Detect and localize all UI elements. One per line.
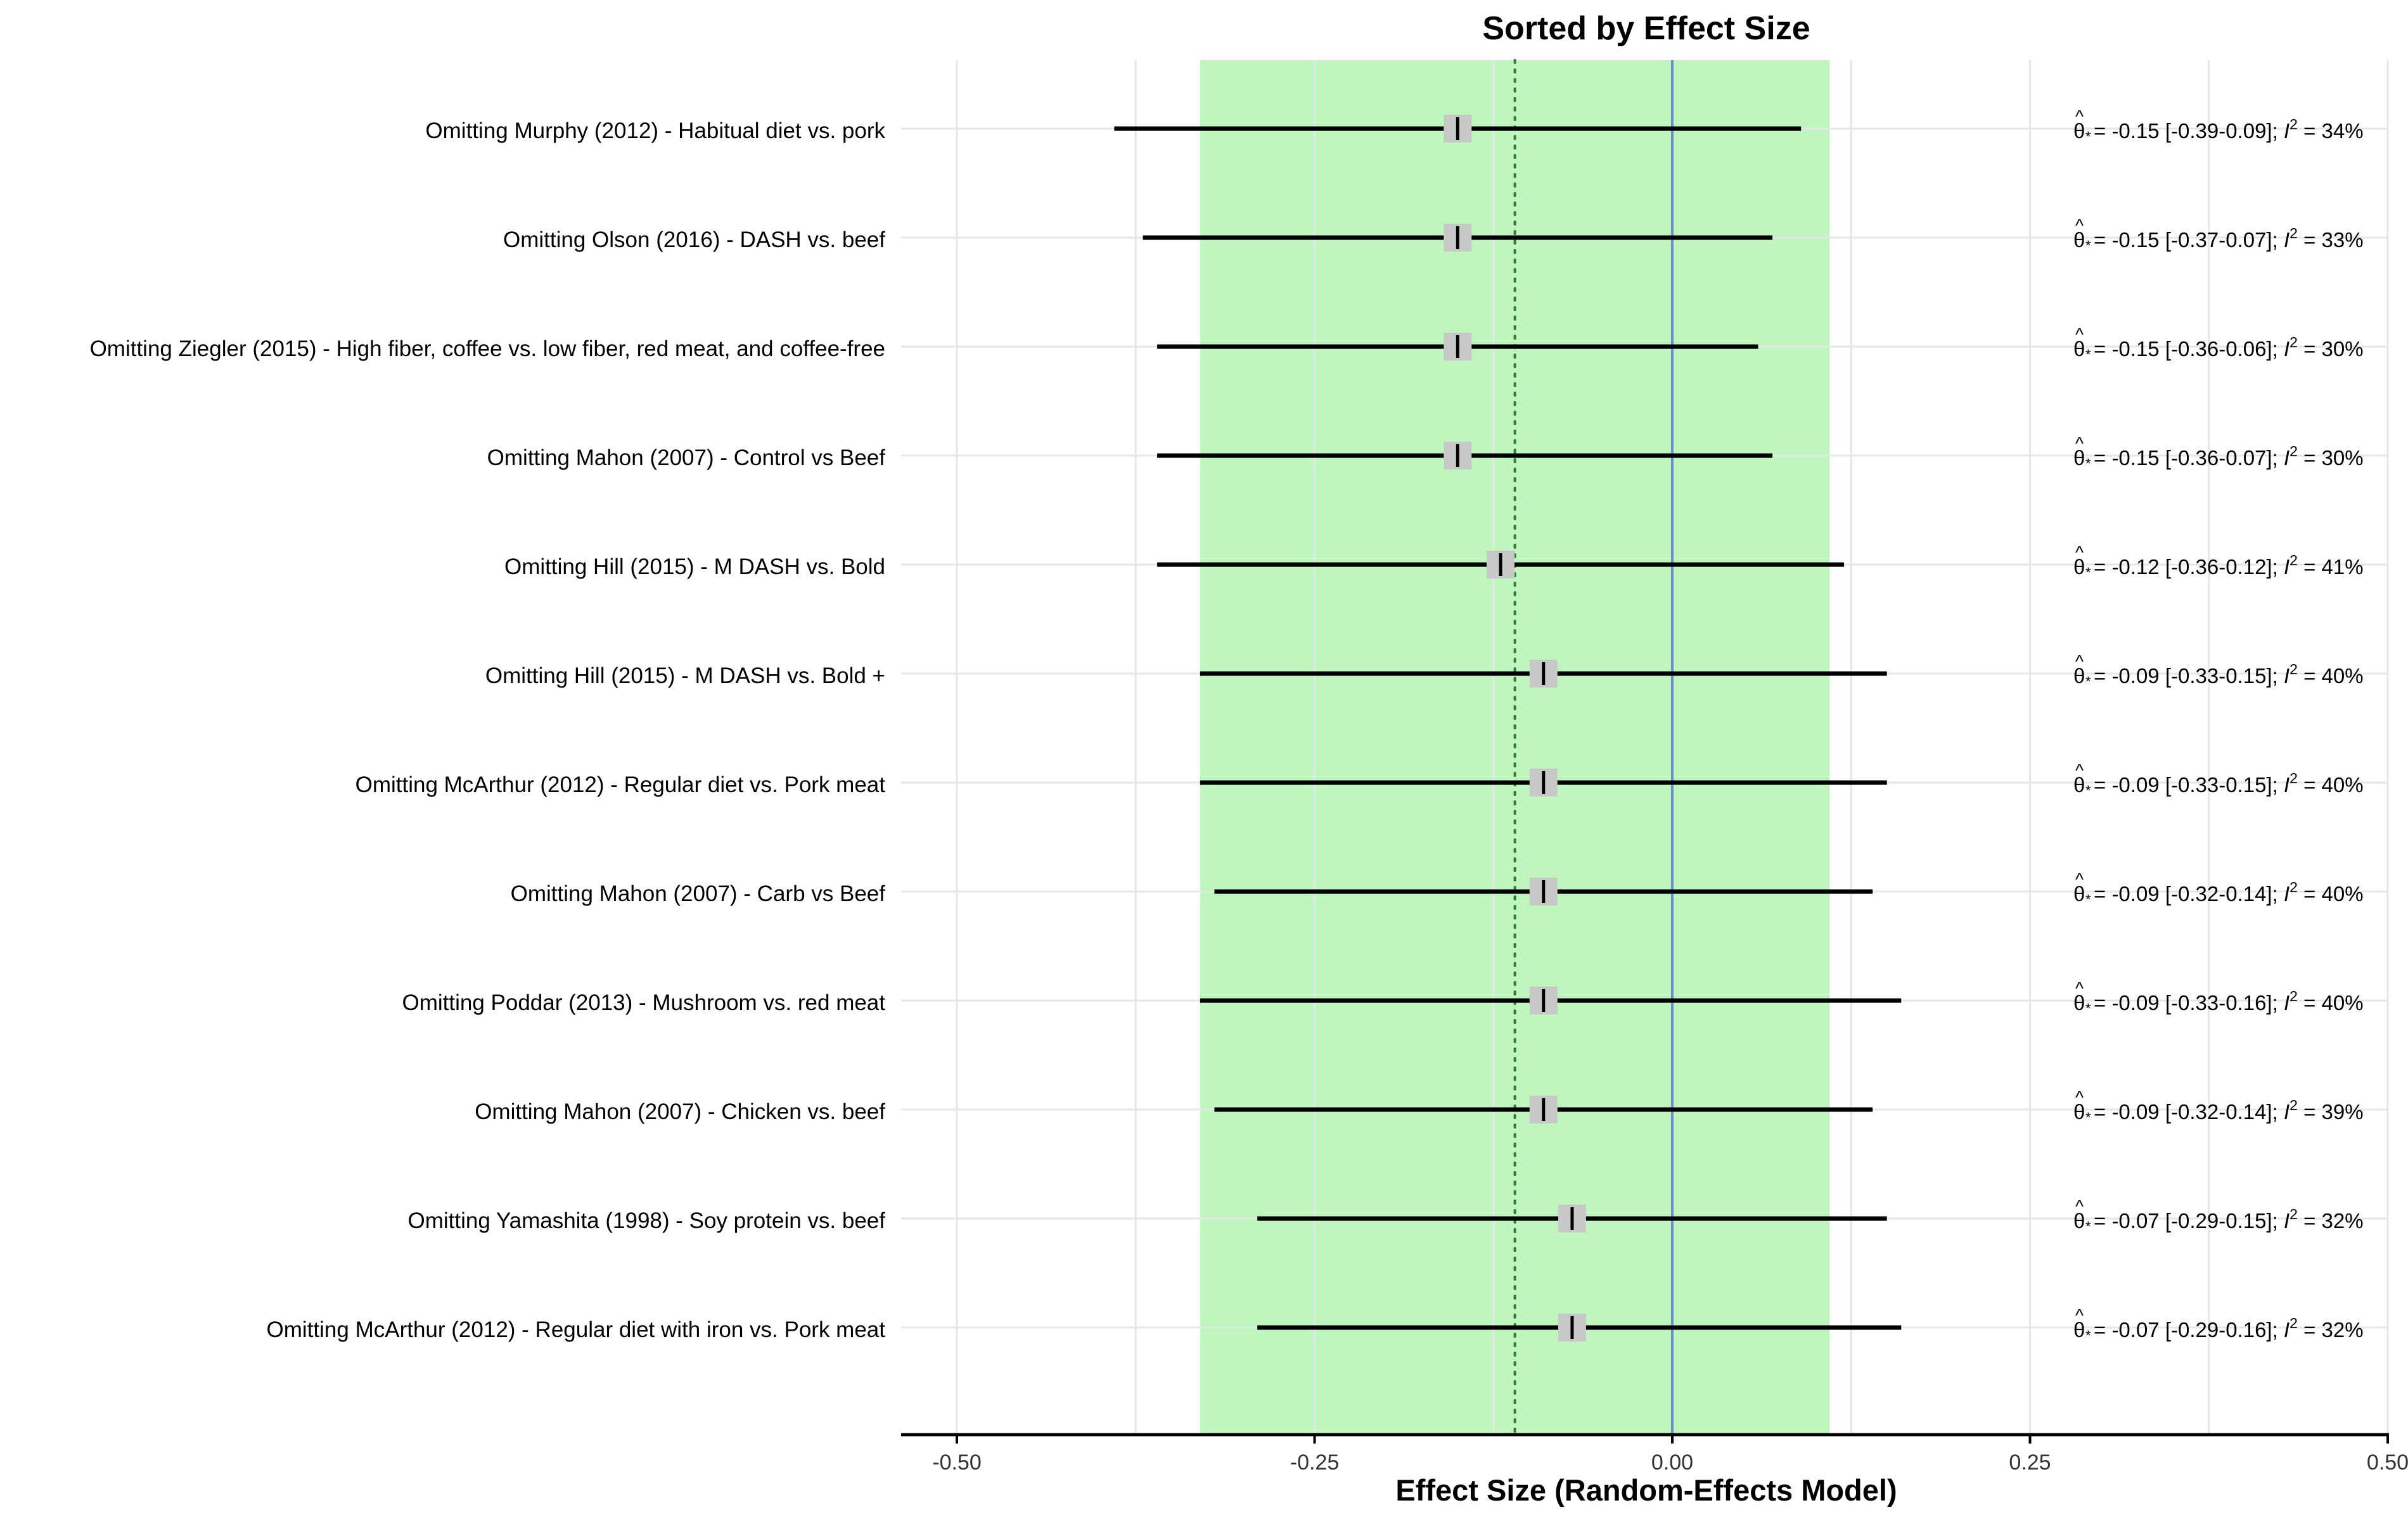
star-subscript: * [2085, 1001, 2091, 1016]
study-label: Omitting Olson (2016) - DASH vs. beef [503, 227, 885, 252]
x-axis-title: Effect Size (Random-Effects Model) [1395, 1473, 1897, 1507]
annotation-text: = -0.09 [-0.33-0.15]; I2 = 40% [2094, 770, 2364, 797]
star-subscript: * [2085, 1219, 2091, 1234]
star-subscript: * [2085, 783, 2091, 798]
theta-symbol: θ [2073, 1318, 2085, 1342]
annotation-text: = -0.09 [-0.33-0.15]; I2 = 40% [2094, 661, 2364, 688]
star-subscript: * [2085, 238, 2091, 253]
x-tick-label: 0.25 [2009, 1450, 2051, 1475]
hat-accent: ^ [2075, 433, 2084, 453]
hat-accent: ^ [2075, 215, 2084, 235]
theta-symbol: θ [2073, 882, 2085, 906]
annotation-text: = -0.09 [-0.33-0.16]; I2 = 40% [2094, 988, 2364, 1015]
theta-symbol: θ [2073, 773, 2085, 797]
star-subscript: * [2085, 129, 2091, 144]
x-tick-label: 0.50 [2367, 1450, 2408, 1475]
study-label: Omitting Poddar (2013) - Mushroom vs. re… [402, 990, 885, 1015]
theta-symbol: θ [2073, 991, 2085, 1015]
x-tick-label: -0.50 [932, 1450, 982, 1475]
theta-symbol: θ [2073, 119, 2085, 143]
study-label: Omitting Murphy (2012) - Habitual diet v… [425, 118, 885, 143]
annotation-text: = -0.09 [-0.32-0.14]; I2 = 39% [2094, 1097, 2364, 1124]
annotation-text: = -0.15 [-0.37-0.07]; I2 = 33% [2094, 225, 2364, 252]
chart-title: Sorted by Effect Size [1482, 10, 1810, 47]
star-subscript: * [2085, 892, 2091, 907]
hat-accent: ^ [2075, 324, 2084, 344]
theta-symbol: θ [2073, 337, 2085, 361]
theta-symbol: θ [2073, 1100, 2085, 1124]
hat-accent: ^ [2075, 1305, 2084, 1325]
study-labels-layer: Omitting Murphy (2012) - Habitual diet v… [90, 118, 886, 1342]
study-label: Omitting McArthur (2012) - Regular diet … [355, 772, 886, 797]
hat-accent: ^ [2075, 869, 2084, 889]
theta-symbol: θ [2073, 1209, 2085, 1233]
hat-accent: ^ [2075, 1196, 2084, 1216]
study-label: Omitting Mahon (2007) - Carb vs Beef [511, 881, 886, 906]
hat-accent: ^ [2075, 978, 2084, 998]
theta-symbol: θ [2073, 228, 2085, 252]
theta-symbol: θ [2073, 446, 2085, 470]
study-label: Omitting Ziegler (2015) - High fiber, co… [90, 336, 885, 361]
theta-symbol: θ [2073, 555, 2085, 579]
star-subscript: * [2085, 1110, 2091, 1125]
hat-accent: ^ [2075, 1087, 2084, 1107]
annotation-text: = -0.09 [-0.32-0.14]; I2 = 40% [2094, 879, 2364, 906]
annotations-layer: θ^* = -0.15 [-0.39-0.09]; I2 = 34%θ^* = … [2073, 106, 2364, 1343]
study-label: Omitting Yamashita (1998) - Soy protein … [407, 1208, 885, 1233]
star-subscript: * [2085, 456, 2091, 471]
study-label: Omitting Hill (2015) - M DASH vs. Bold [504, 554, 885, 579]
hat-accent: ^ [2075, 542, 2084, 562]
annotation-text: = -0.07 [-0.29-0.16]; I2 = 32% [2094, 1315, 2364, 1342]
theta-symbol: θ [2073, 664, 2085, 688]
study-label: Omitting Mahon (2007) - Chicken vs. beef [475, 1099, 885, 1124]
annotation-text: = -0.12 [-0.36-0.12]; I2 = 41% [2094, 552, 2364, 579]
hat-accent: ^ [2075, 651, 2084, 671]
study-label: Omitting Hill (2015) - M DASH vs. Bold + [485, 663, 885, 688]
hat-accent: ^ [2075, 106, 2084, 126]
star-subscript: * [2085, 674, 2091, 689]
hat-accent: ^ [2075, 760, 2084, 780]
annotation-text: = -0.15 [-0.39-0.09]; I2 = 34% [2094, 116, 2364, 143]
study-label: Omitting Mahon (2007) - Control vs Beef [487, 445, 886, 470]
x-tick-label: 0.00 [1651, 1450, 1693, 1475]
annotation-text: = -0.15 [-0.36-0.07]; I2 = 30% [2094, 443, 2364, 470]
annotation-text: = -0.07 [-0.29-0.15]; I2 = 32% [2094, 1206, 2364, 1233]
annotation-text: = -0.15 [-0.36-0.06]; I2 = 30% [2094, 334, 2364, 361]
x-axis-layer: -0.50 -0.25 0.00 0.25 0.50 [901, 1433, 2408, 1475]
data-marks-layer [1114, 115, 1902, 1342]
reference-lines-layer [1513, 59, 1674, 1436]
star-subscript: * [2085, 1328, 2091, 1343]
study-label: Omitting McArthur (2012) - Regular diet … [267, 1317, 886, 1342]
star-subscript: * [2085, 565, 2091, 580]
star-subscript: * [2085, 347, 2091, 362]
x-tick-label: -0.25 [1290, 1450, 1340, 1475]
